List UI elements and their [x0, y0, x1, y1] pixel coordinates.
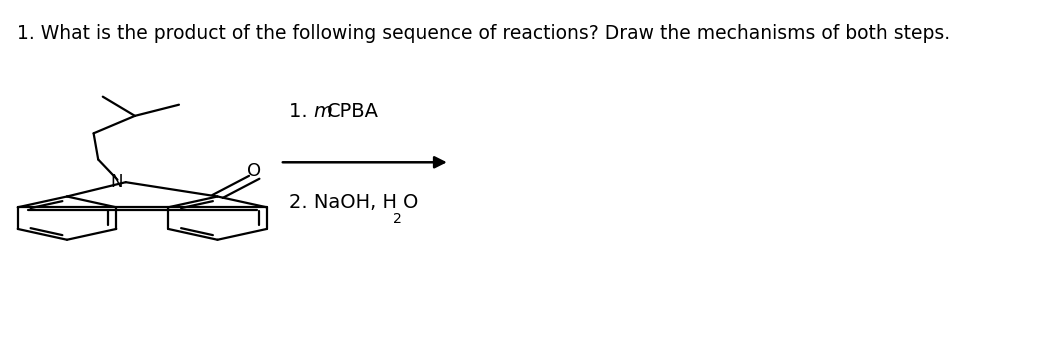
Text: 2. NaOH, H: 2. NaOH, H: [289, 193, 397, 212]
Text: 1.: 1.: [289, 102, 314, 121]
Text: 1. What is the product of the following sequence of reactions? Draw the mechanis: 1. What is the product of the following …: [17, 24, 950, 43]
Text: O: O: [247, 162, 262, 180]
Text: O: O: [403, 193, 418, 212]
Text: 2: 2: [393, 212, 403, 226]
Text: m: m: [313, 102, 332, 121]
Text: N: N: [110, 173, 123, 191]
Text: CPBA: CPBA: [327, 102, 378, 121]
